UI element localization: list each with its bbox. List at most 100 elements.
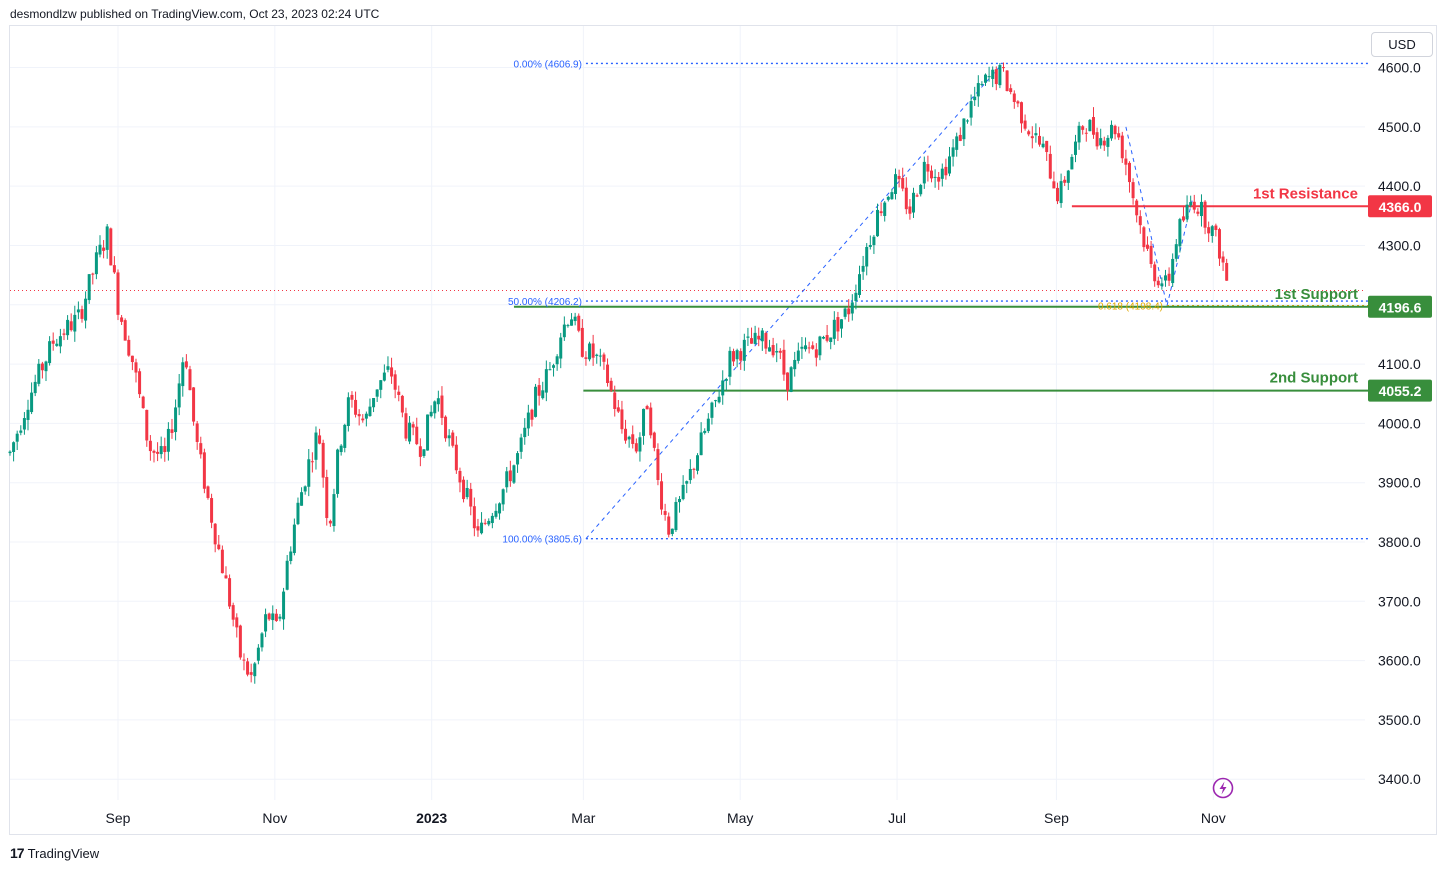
candle-body [962, 118, 966, 140]
candle-body [199, 443, 203, 455]
candle-body [426, 414, 430, 451]
candle-body [296, 502, 300, 525]
candle-body [354, 399, 358, 415]
tradingview-logo-text: TradingView [27, 845, 100, 861]
candle-body [1174, 244, 1178, 259]
tradingview-logo[interactable]: 17 TradingView [10, 845, 99, 861]
candle-body [152, 450, 156, 453]
candle-body [12, 442, 16, 453]
candle-body [310, 461, 314, 463]
candle-body [84, 298, 88, 321]
candle-body [696, 455, 700, 471]
candle-body [400, 395, 404, 413]
currency-selector[interactable]: USD [1371, 32, 1433, 57]
candle-body [652, 432, 656, 448]
candle-body [1178, 219, 1182, 247]
candle-body [156, 451, 160, 454]
fib-level-label: 0.618 (4198.4) [1098, 302, 1163, 313]
y-tick-label: 3400.0 [1378, 771, 1421, 787]
candle-body [210, 498, 214, 523]
x-tick-label: Nov [262, 810, 287, 826]
candle-body [764, 333, 768, 349]
candle-body [994, 69, 998, 85]
candle-body [1070, 156, 1074, 170]
candle-body [638, 437, 642, 452]
candle-body [620, 409, 624, 430]
price-axis: 4600.04500.04400.04300.04200.04100.04000… [1378, 60, 1421, 788]
candle-body [1059, 181, 1063, 204]
candle-body [37, 363, 41, 384]
candle-body [775, 351, 779, 353]
candle-body [782, 349, 786, 375]
candle-body [87, 274, 91, 301]
candle-body [987, 76, 991, 78]
candle-body [1045, 140, 1049, 153]
candle-body [98, 244, 102, 255]
candle-body [120, 317, 124, 322]
candle-body [732, 351, 736, 362]
candle-body [1109, 124, 1113, 139]
candle-body [238, 625, 242, 658]
candle-body [390, 367, 394, 377]
candle-body [602, 354, 606, 362]
candle-body [1052, 181, 1056, 189]
candle-body [231, 605, 235, 620]
candle-body [454, 444, 458, 471]
candle-body [188, 369, 192, 391]
candle-body [742, 339, 746, 361]
candle-body [357, 414, 361, 417]
candle-body [991, 69, 995, 79]
candle-body [980, 83, 984, 85]
level-name: 1st Resistance [1253, 185, 1358, 202]
candle-body [656, 449, 660, 480]
y-tick-label: 4100.0 [1378, 356, 1421, 372]
candle-body [1030, 136, 1034, 139]
candle-body [818, 336, 822, 356]
candle-body [555, 356, 559, 365]
candle-body [213, 523, 217, 545]
candle-body [127, 339, 131, 356]
candle-body [105, 226, 109, 250]
y-tick-label: 3500.0 [1378, 712, 1421, 728]
candle-body [1102, 140, 1106, 146]
candle-body [933, 176, 937, 178]
candle-body [523, 427, 527, 438]
candle-body [685, 481, 689, 484]
tradingview-logo-icon: 17 [10, 845, 25, 861]
candle-body [177, 383, 181, 408]
level-price-box [1368, 379, 1432, 402]
candle-body [501, 489, 505, 505]
candle-body [624, 428, 628, 441]
candle-body [469, 488, 473, 507]
candle-body [174, 407, 178, 433]
candle-body [955, 136, 959, 150]
candle-body [1113, 125, 1117, 135]
candle-body [1192, 201, 1196, 210]
candle-body [1171, 258, 1175, 284]
candle-body [433, 401, 437, 414]
candle-body [750, 338, 754, 344]
candle-body [274, 613, 278, 621]
candle-body [418, 446, 422, 457]
candle-body [786, 372, 790, 391]
candle-body [541, 390, 545, 399]
candle-body [710, 402, 714, 418]
candle-body [1019, 102, 1023, 124]
candle-body [80, 309, 84, 319]
candle-body [825, 335, 829, 341]
candle-body [1142, 227, 1146, 248]
candle-body [1214, 225, 1218, 230]
candle-body [1001, 67, 1005, 69]
candle-body [1145, 244, 1149, 249]
candle-body [26, 409, 30, 420]
candle-body [843, 308, 847, 317]
chart-frame[interactable] [9, 25, 1437, 835]
support-resistance-levels [513, 205, 1368, 392]
lightning-icon[interactable] [1212, 777, 1234, 799]
candle-body [1153, 264, 1157, 282]
candle-body [109, 228, 113, 266]
candle-body [451, 432, 455, 446]
candle-body [904, 187, 908, 210]
candle-body [1181, 216, 1185, 221]
